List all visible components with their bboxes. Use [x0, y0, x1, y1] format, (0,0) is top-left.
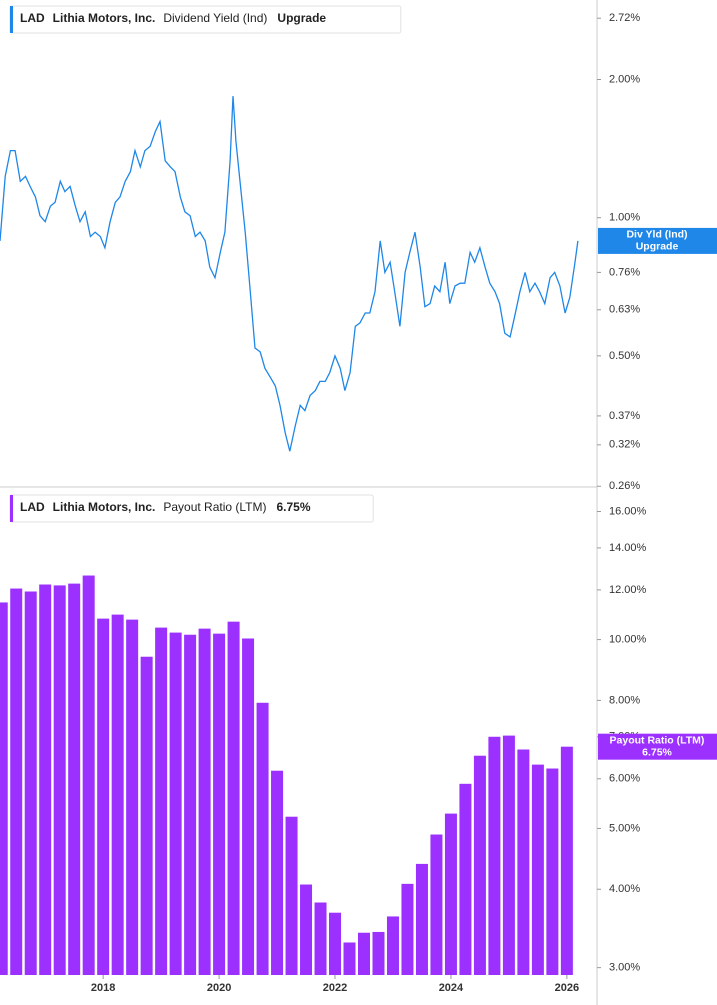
bar [111, 614, 124, 975]
legend-part: LAD [20, 11, 45, 25]
bar [169, 632, 182, 975]
bar [415, 863, 428, 975]
x-tick-label: 2024 [439, 982, 464, 994]
overlays: LAD Lithia Motors, Inc. Dividend Yield (In… [9, 5, 717, 760]
bar [227, 621, 240, 975]
bar [560, 746, 573, 975]
bar [184, 634, 197, 975]
y-tick-label: 2.00% [609, 73, 640, 85]
bar [285, 816, 298, 975]
bar [24, 591, 37, 975]
badge-value: 6.75% [642, 746, 672, 758]
legend-part: Upgrade [277, 11, 326, 25]
bar [213, 633, 226, 975]
legend-swatch [10, 495, 13, 522]
y-tick-label: 14.00% [609, 542, 647, 554]
bar [546, 768, 559, 975]
bar [53, 585, 66, 975]
legend-part: 6.75% [277, 500, 311, 514]
y-tick-label: 10.00% [609, 633, 647, 645]
y-tick-label: 0.32% [609, 439, 640, 451]
legend-part: Dividend Yield (Ind) [163, 11, 267, 25]
legend-part: Lithia Motors, Inc. [53, 500, 156, 514]
x-tick-label: 2022 [323, 982, 347, 994]
bar [531, 764, 544, 975]
bar [372, 931, 385, 975]
bar [300, 884, 313, 975]
data-line [0, 96, 579, 452]
y-tick-label: 3.00% [609, 962, 640, 974]
bar [140, 656, 153, 975]
legend-entry: LAD Lithia Motors, Inc. Payout Ratio (LTM)… [20, 500, 311, 514]
badge-name: Payout Ratio (LTM) [610, 734, 705, 746]
x-tick-label: 2018 [91, 982, 115, 994]
bar [517, 749, 530, 975]
bar [97, 618, 110, 975]
bar [386, 916, 399, 975]
y-tick-label: 0.26% [609, 480, 640, 492]
badge-name: Div Yld (Ind) [626, 229, 687, 241]
bar [242, 638, 255, 975]
bar [488, 736, 501, 975]
bar [401, 883, 414, 975]
x-tick-label: 2020 [207, 982, 231, 994]
y-tick-label: 1.00% [609, 212, 640, 224]
y-tick-label: 2.72% [609, 12, 640, 24]
bar [459, 783, 472, 975]
bar [271, 770, 284, 975]
bar [357, 932, 370, 975]
y-tick-label: 5.00% [609, 822, 640, 834]
bar [126, 619, 139, 975]
y-tick-label: 4.00% [609, 883, 640, 895]
y-tick-label: 0.37% [609, 410, 640, 422]
y-tick-label: 8.00% [609, 694, 640, 706]
bar [343, 942, 356, 975]
bar [82, 575, 95, 975]
badge-value: Upgrade [636, 241, 679, 253]
bar [0, 602, 8, 975]
bar [502, 735, 515, 975]
y-tick-label: 6.00% [609, 773, 640, 785]
bar [473, 755, 486, 975]
bar [329, 912, 342, 975]
bar [10, 588, 23, 975]
y-tick-label: 0.76% [609, 266, 640, 278]
bar [155, 627, 168, 975]
y-tick-label: 0.50% [609, 350, 640, 362]
bar [314, 902, 327, 975]
bar [430, 834, 443, 975]
legend-entry: LAD Lithia Motors, Inc. Dividend Yield (In… [20, 11, 326, 25]
bar [198, 628, 211, 975]
legend-swatch [10, 6, 13, 33]
legend-part: Lithia Motors, Inc. [53, 11, 156, 25]
marks: 2.72% 2.00% 1.00% 0.76% 0.63% 0.50% 0.37% 0.32%… [0, 12, 647, 994]
y-tick-label: 16.00% [609, 505, 647, 517]
x-tick-label: 2026 [555, 982, 579, 994]
y-tick-label: 12.00% [609, 584, 647, 596]
value-badge [598, 733, 717, 760]
legend-part: LAD [20, 500, 45, 514]
bar [256, 702, 269, 975]
value-badge [598, 227, 717, 254]
legend-part: Payout Ratio (LTM) [163, 500, 266, 514]
y-tick-label: 0.63% [609, 304, 640, 316]
bar [39, 584, 52, 975]
bar [444, 813, 457, 975]
bar [68, 583, 81, 975]
